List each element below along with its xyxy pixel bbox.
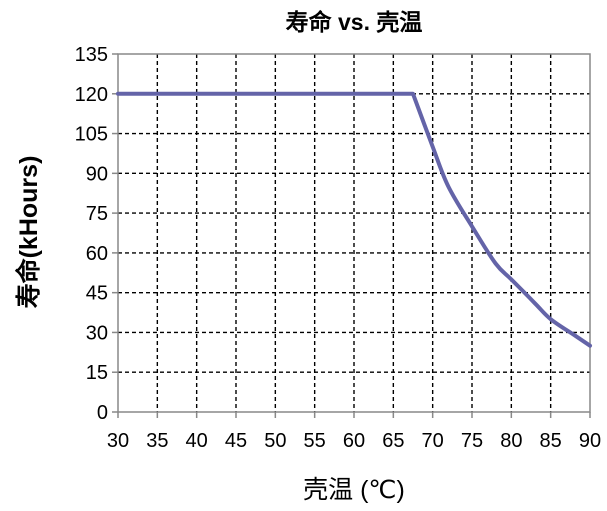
y-tick-label: 60 <box>86 243 108 265</box>
x-tick-label: 40 <box>186 430 208 452</box>
y-tick-label: 105 <box>75 124 108 146</box>
y-tick-label: 15 <box>86 362 108 384</box>
grid-lines <box>118 54 590 412</box>
x-axis-title: 壳温 (℃) <box>303 476 405 504</box>
x-tick-label: 60 <box>343 430 365 452</box>
series-layer <box>116 91 592 348</box>
y-tick-label: 90 <box>86 163 108 185</box>
y-tick-label: 75 <box>86 203 108 225</box>
y-tick-labels: 0 15 30 45 60 75 90 105 120 135 <box>75 44 108 424</box>
y-tick-label: 135 <box>75 44 108 66</box>
x-tick-labels: 30 35 40 45 50 55 60 65 70 75 80 85 90 <box>107 430 601 452</box>
y-tick-label: 120 <box>75 84 108 106</box>
x-tick-label: 75 <box>461 430 483 452</box>
x-tick-label: 65 <box>382 430 404 452</box>
x-tick-label: 50 <box>264 430 286 452</box>
x-tick-label: 30 <box>107 430 129 452</box>
x-tick-label: 35 <box>146 430 168 452</box>
axes <box>112 53 591 418</box>
y-tick-label: 0 <box>97 402 108 424</box>
y-tick-label: 45 <box>86 283 108 305</box>
y-axis-title: 寿命(kHours) <box>14 156 43 309</box>
series-line-0 <box>116 91 592 348</box>
x-tick-label: 55 <box>304 430 326 452</box>
x-tick-label: 80 <box>500 430 522 452</box>
y-tick-label: 30 <box>86 322 108 344</box>
x-tick-label: 70 <box>422 430 444 452</box>
x-tick-label: 85 <box>540 430 562 452</box>
chart-title: 寿命 vs. 壳温 <box>286 9 423 35</box>
x-tick-label: 90 <box>579 430 601 452</box>
x-tick-label: 45 <box>225 430 247 452</box>
